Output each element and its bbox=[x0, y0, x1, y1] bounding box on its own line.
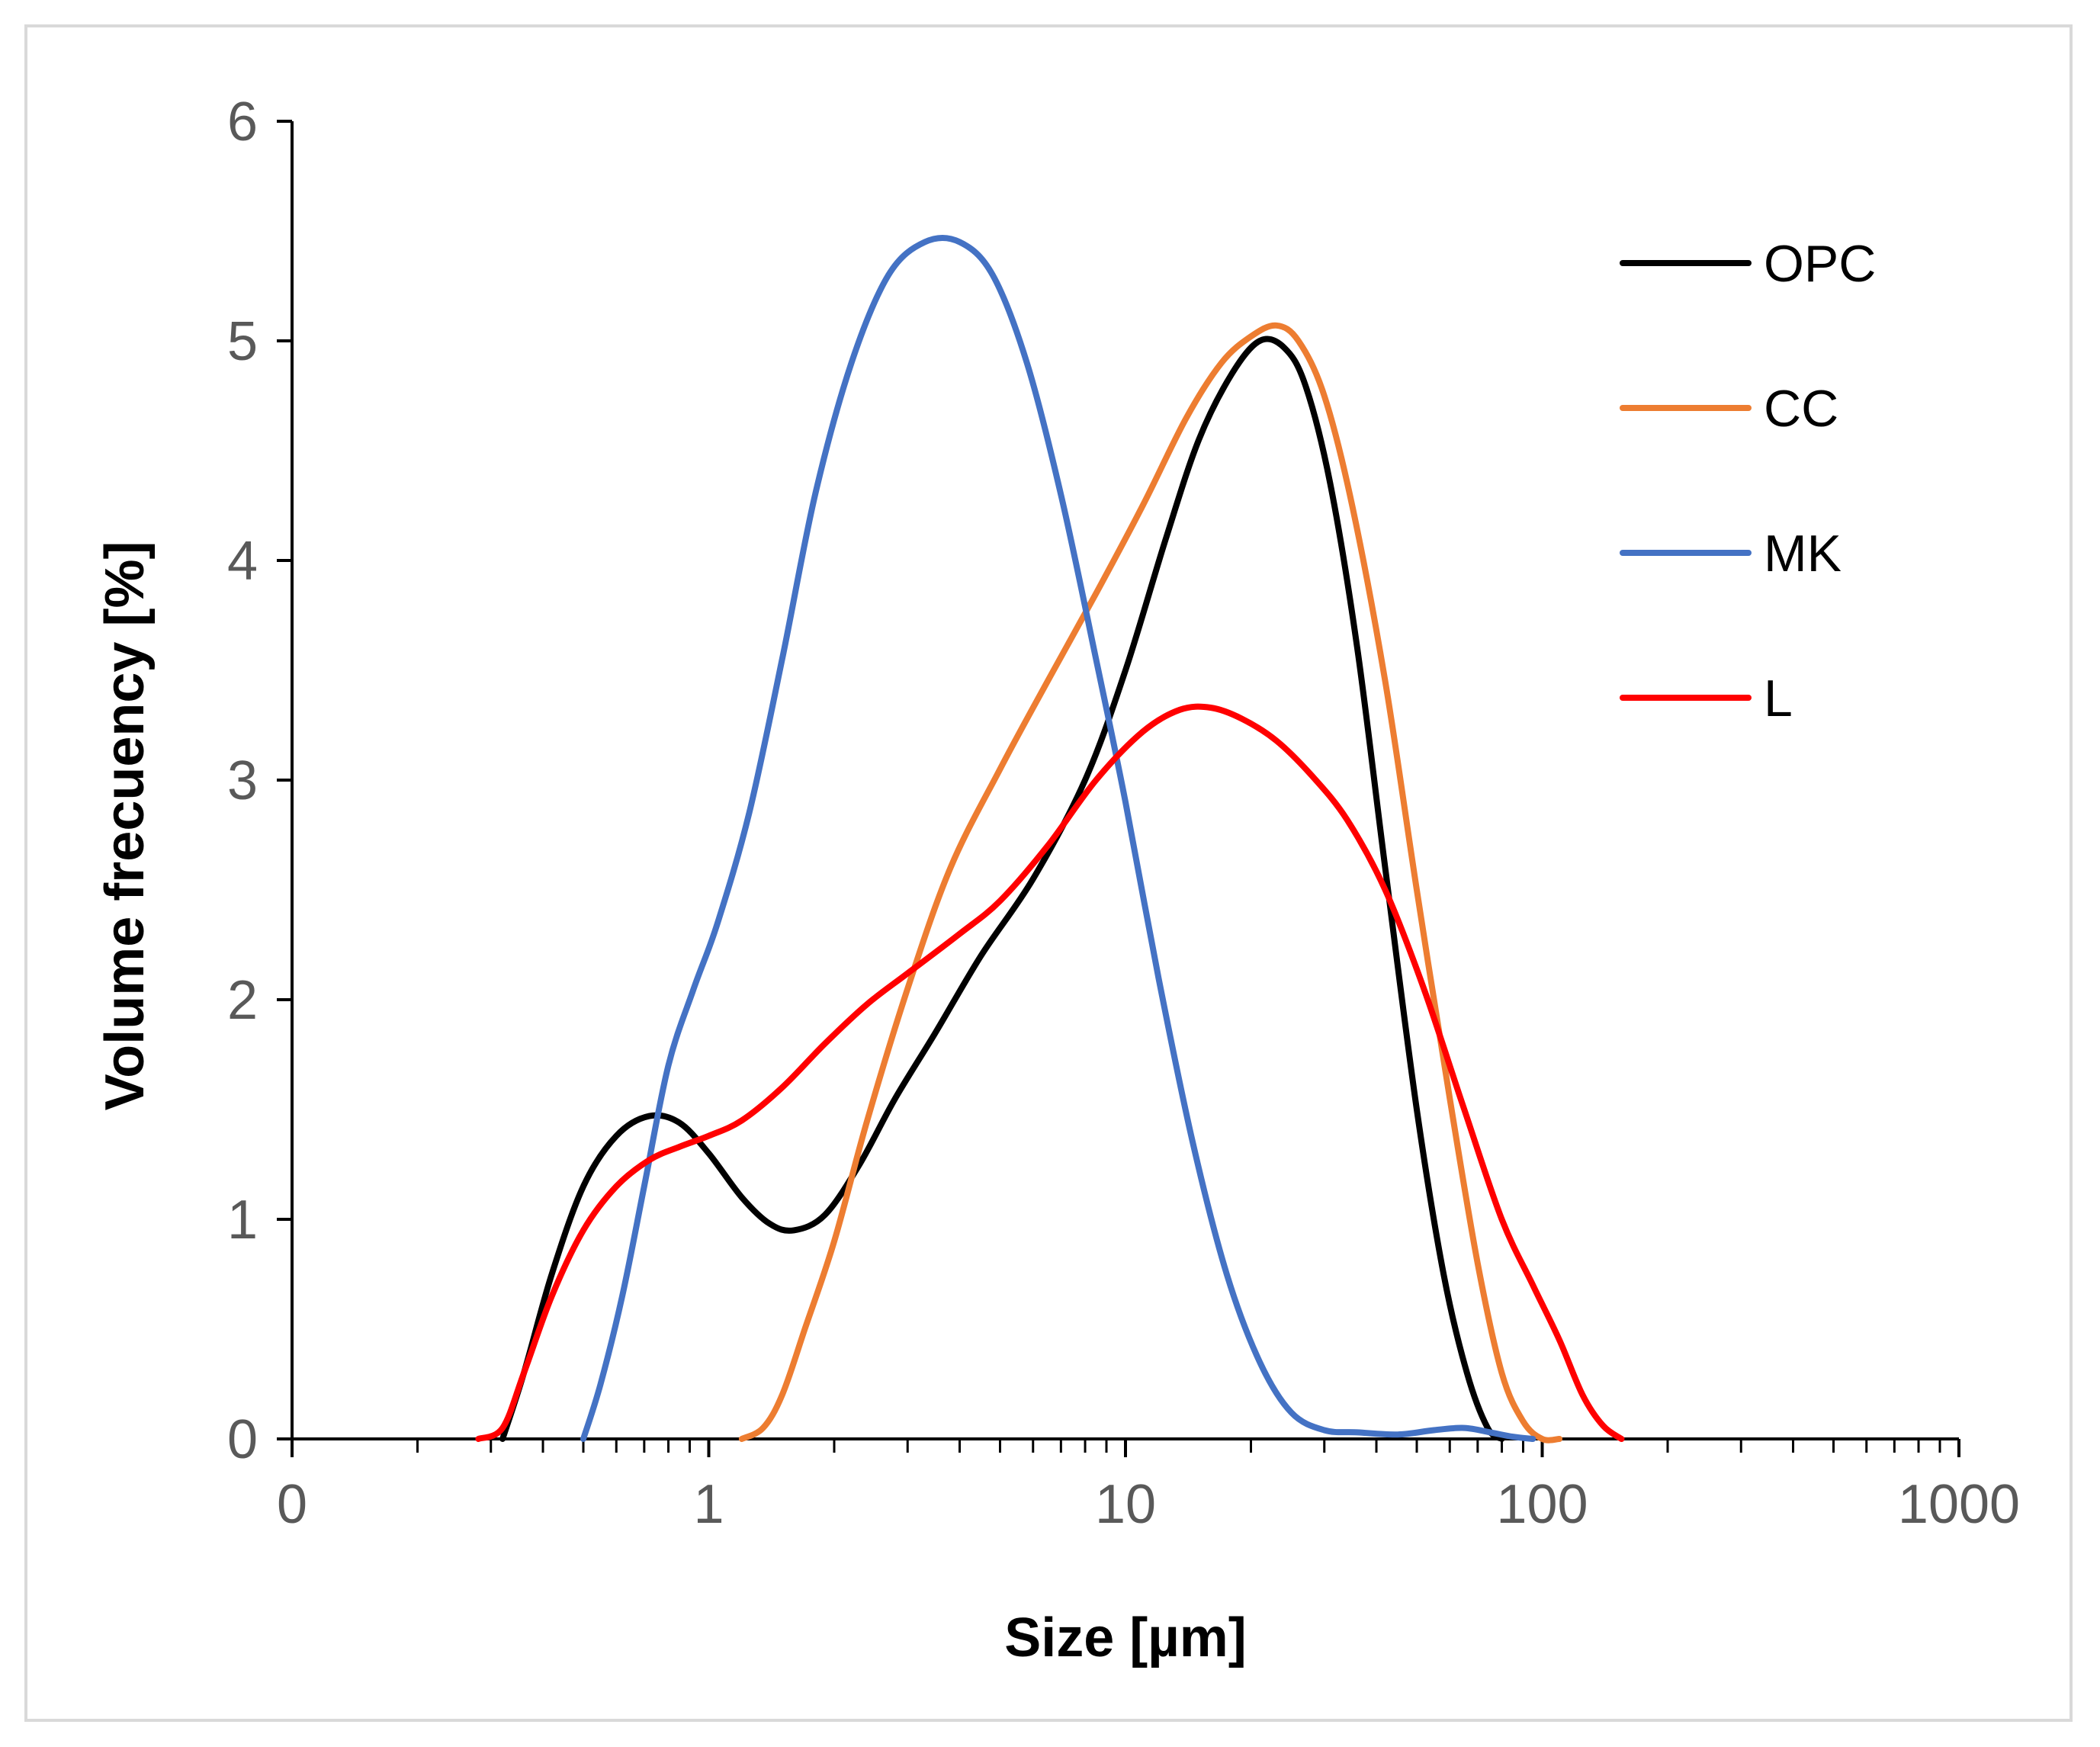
y-tick-label: 3 bbox=[227, 750, 258, 811]
x-tick-label: 10 bbox=[1095, 1474, 1156, 1535]
legend: OPC CC MK L bbox=[1620, 235, 1876, 727]
x-tick-label: 1 bbox=[693, 1474, 724, 1535]
y-tick-label: 2 bbox=[227, 970, 258, 1031]
series-line-l bbox=[475, 703, 1625, 1442]
legend-label-mk: MK bbox=[1764, 525, 1842, 583]
series-layer bbox=[475, 235, 1625, 1444]
series-line-mk bbox=[580, 235, 1536, 1442]
legend-label-opc: OPC bbox=[1764, 235, 1876, 293]
y-axis-title: Volume frecuency [%] bbox=[95, 541, 156, 1111]
x-axis-title: Size [µm] bbox=[1004, 1607, 1247, 1668]
y-tick-label: 6 bbox=[227, 92, 258, 153]
x-tick-label: 1000 bbox=[1898, 1474, 2020, 1535]
y-tick-label: 5 bbox=[227, 311, 258, 372]
y-tick-label: 0 bbox=[227, 1409, 258, 1470]
legend-label-l: L bbox=[1764, 670, 1793, 727]
series-line-cc bbox=[738, 322, 1563, 1444]
axes: 0 1 2 3 4 5 6 0 1 10 100 1000 bbox=[227, 92, 2020, 1535]
y-tick-label: 1 bbox=[227, 1190, 258, 1251]
legend-label-cc: CC bbox=[1764, 380, 1838, 438]
x-tick-label: 0 bbox=[277, 1474, 307, 1535]
y-tick-label: 4 bbox=[227, 531, 258, 592]
x-tick-label: 100 bbox=[1496, 1474, 1588, 1535]
